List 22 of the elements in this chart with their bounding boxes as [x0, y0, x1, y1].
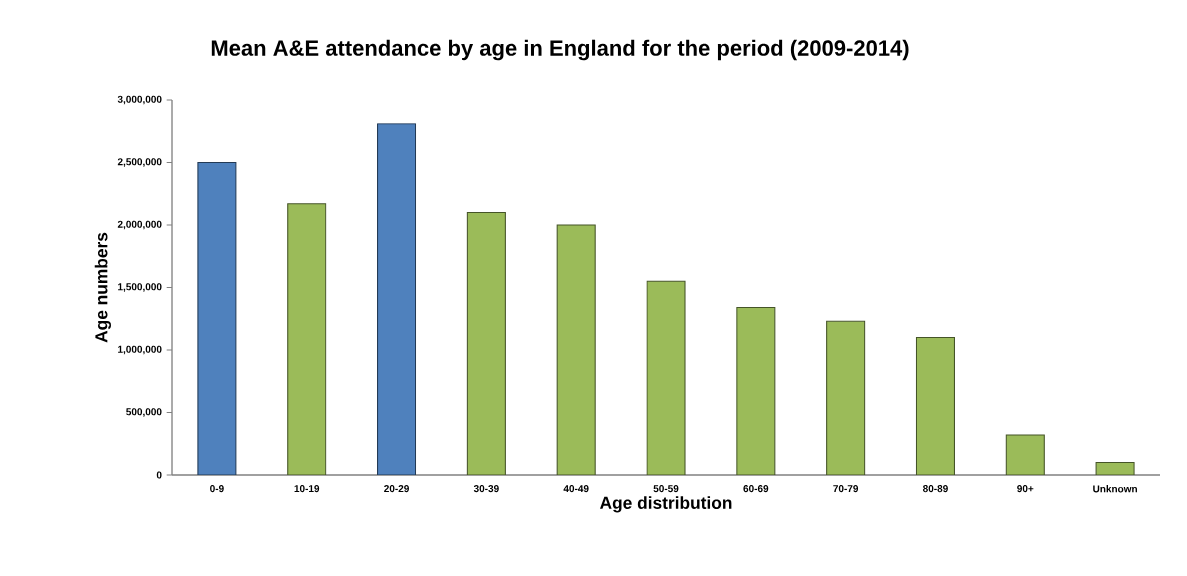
y-tick-label: 2,500,000: [117, 158, 162, 167]
x-tick-label: 0-9: [210, 485, 224, 493]
y-axis-title: Age numbers: [94, 232, 111, 343]
chart-title: Mean A&E attendance by age in England for the period (2009-2014): [211, 39, 909, 61]
x-tick-label: 70-79: [833, 485, 859, 493]
y-tick-label: 2,000,000: [117, 220, 162, 230]
y-tick-label: 500,000: [126, 408, 162, 417]
y-tick-label: 0: [156, 471, 162, 479]
x-tick-label: Unknown: [1093, 485, 1137, 493]
x-tick-label: 10-19: [294, 485, 320, 493]
x-axis-title: Age distribution: [600, 496, 732, 513]
y-tick-label: 1,500,000: [118, 283, 162, 292]
y-tick-label: 3,000,000: [117, 95, 162, 105]
bar: [197, 161, 237, 475]
x-tick-label: 30-39: [473, 485, 499, 493]
x-tick-label: 90+: [1017, 485, 1034, 493]
y-tick-label: 1,000,000: [118, 345, 162, 355]
x-tick-label: 80-89: [922, 485, 948, 493]
x-tick-label: 60-69: [743, 485, 769, 493]
x-tick-label: 40-49: [563, 485, 589, 493]
x-tick-label: 20-29: [384, 485, 409, 493]
x-tick-label: 50-59: [653, 485, 679, 493]
